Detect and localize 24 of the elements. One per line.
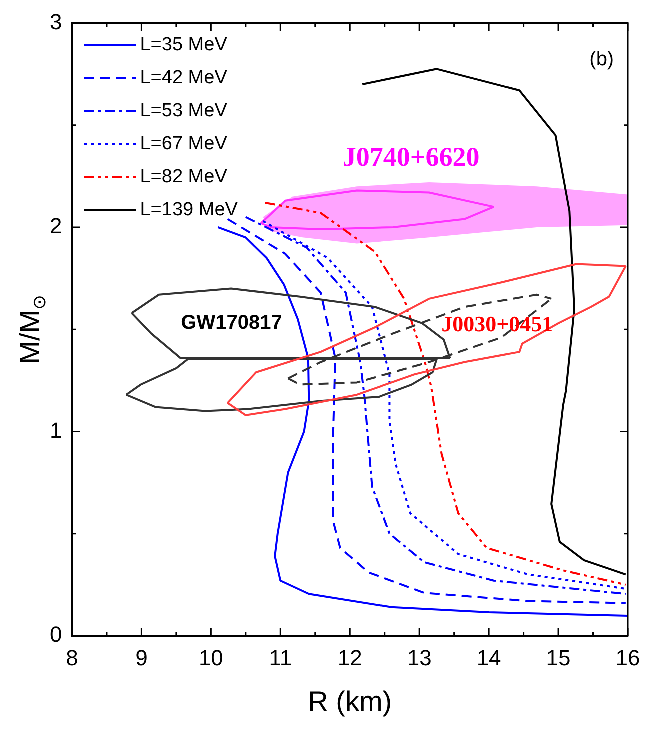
y-tick-label: 1	[50, 418, 62, 443]
legend-label: L=139 MeV	[140, 199, 238, 220]
x-tick-label: 10	[198, 645, 224, 670]
x-tick-label: 12	[338, 645, 362, 670]
y-axis-title: M/M⊙	[14, 294, 50, 364]
legend-label: L=82 MeV	[140, 166, 228, 188]
annotation: GW170817	[181, 312, 282, 334]
annotation: (b)	[590, 48, 614, 70]
y-tick-label: 2	[50, 214, 62, 239]
x-tick-label: 11	[269, 645, 292, 670]
x-tick-label: 9	[136, 645, 148, 670]
x-tick-label: 8	[66, 645, 78, 670]
y-tick-label: 0	[50, 622, 62, 648]
legend-label: L=42 MeV	[140, 67, 228, 88]
legend-label: L=67 MeV	[140, 133, 228, 154]
x-tick-label: 16	[616, 645, 640, 670]
legend-label: L=53 MeV	[140, 100, 228, 122]
y-tick-label: 3	[50, 9, 62, 34]
annotation: J0740+6620	[342, 142, 480, 172]
x-tick-label: 14	[476, 645, 502, 670]
x-tick-label: 15	[546, 645, 571, 670]
x-axis-title: R (km)	[308, 686, 392, 717]
legend-label: L=35 MeV	[140, 34, 228, 56]
x-tick-label: 13	[407, 645, 432, 670]
